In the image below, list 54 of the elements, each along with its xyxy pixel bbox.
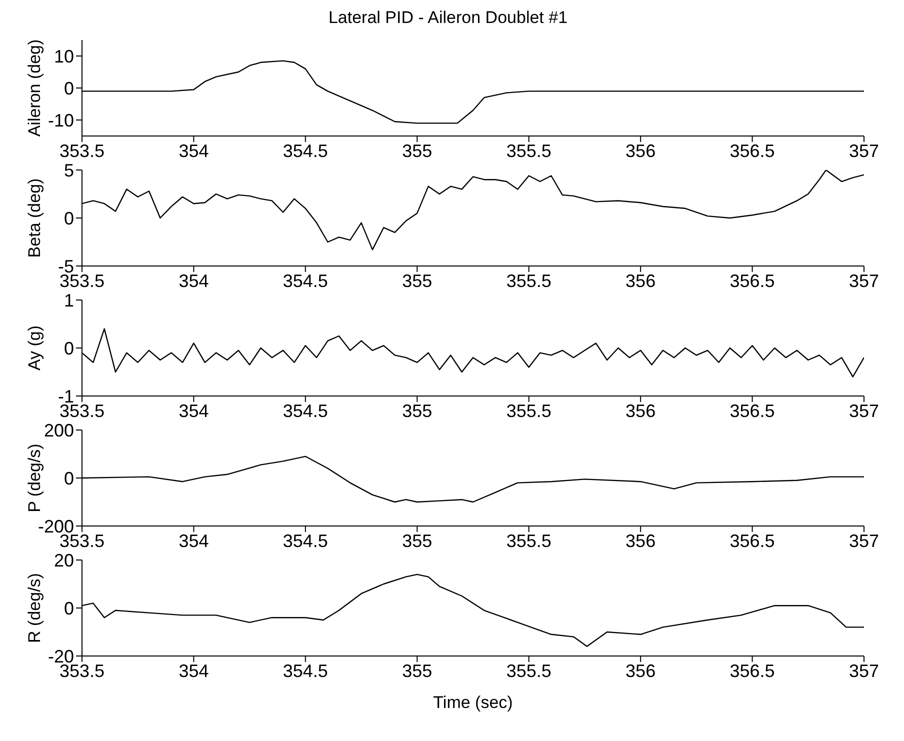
y-tick-label: 200 — [44, 420, 74, 440]
x-tick-label: 356.5 — [730, 140, 775, 161]
y-tick-label: 0 — [64, 598, 74, 618]
chart-title: Lateral PID - Aileron Doublet #1 — [327, 8, 569, 29]
x-axis-title: Time (sec) — [433, 693, 513, 712]
x-tick-label: 354 — [178, 400, 209, 421]
x-tick-label: 356.5 — [730, 530, 775, 551]
y-tick-label: 0 — [64, 78, 74, 98]
x-tick-label: 356 — [626, 140, 656, 161]
x-tick-label: 355.5 — [506, 140, 552, 161]
y-tick-label: -10 — [48, 110, 74, 130]
x-tick-label: 357 — [848, 400, 880, 421]
x-tick-label: 354.5 — [282, 400, 328, 421]
y-axis-title: R (deg/s) — [25, 573, 44, 643]
x-tick-label: 355.5 — [506, 660, 552, 681]
y-tick-label: 5 — [64, 160, 74, 180]
y-axis-title: Aileron (deg) — [25, 39, 44, 137]
x-tick-label: 355.5 — [506, 400, 552, 421]
x-tick-label: 355.5 — [506, 530, 552, 551]
x-tick-label: 355.5 — [506, 270, 552, 291]
y-tick-label: 0 — [64, 208, 74, 228]
x-tick-label: 355 — [402, 530, 432, 551]
x-tick-label: 355 — [402, 400, 432, 421]
x-tick-label: 356 — [626, 660, 656, 681]
y-axis-title: Beta (deg) — [25, 178, 44, 258]
x-tick-label: 356.5 — [730, 270, 775, 291]
y-tick-label: 1 — [64, 290, 74, 310]
x-tick-label: 354.5 — [282, 140, 328, 161]
x-tick-label: 354 — [178, 660, 209, 681]
x-tick-label: 354 — [178, 530, 209, 551]
x-tick-label: 356.5 — [730, 660, 775, 681]
x-tick-label: 357 — [848, 270, 880, 291]
x-tick-label: 356.5 — [730, 400, 775, 421]
x-tick-label: 355 — [402, 140, 432, 161]
x-tick-label: 355 — [402, 660, 432, 681]
x-tick-label: 356 — [626, 400, 656, 421]
x-tick-label: 357 — [848, 140, 880, 161]
x-tick-label: 354.5 — [282, 530, 328, 551]
x-tick-label: 356 — [626, 530, 656, 551]
x-tick-label: 354.5 — [282, 660, 328, 681]
x-tick-label: 354.5 — [282, 270, 328, 291]
x-tick-label: 355 — [402, 270, 432, 291]
x-tick-label: 356 — [626, 270, 656, 291]
x-tick-label: 353.5 — [59, 140, 105, 161]
y-tick-label: 20 — [54, 550, 74, 570]
x-tick-label: 357 — [848, 660, 880, 681]
y-axis-title: Ay (g) — [25, 325, 44, 371]
x-tick-label: 357 — [848, 530, 880, 551]
y-tick-label: 10 — [54, 46, 74, 66]
x-tick-label: 354 — [178, 140, 209, 161]
x-tick-label: 354 — [178, 270, 209, 291]
y-axis-title: P (deg/s) — [25, 444, 44, 512]
y-tick-label: 0 — [64, 338, 74, 358]
y-tick-label: 0 — [64, 468, 74, 488]
